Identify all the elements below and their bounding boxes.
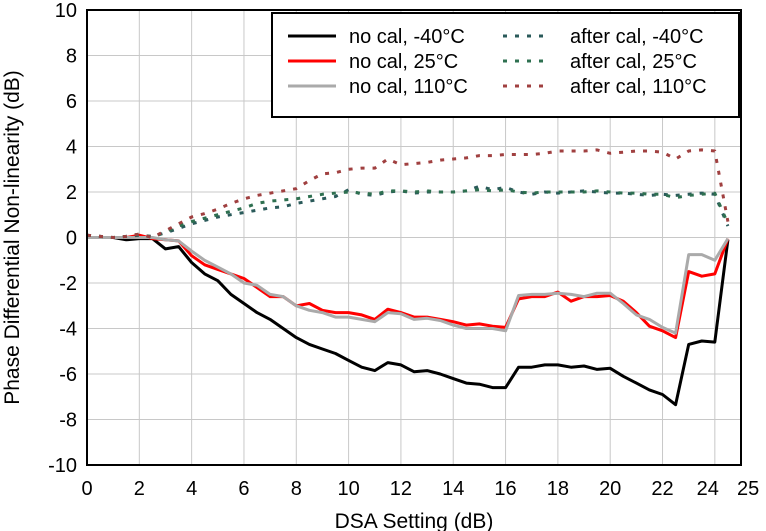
x-tick-label: 4: [186, 478, 197, 500]
legend-label-4: after cal, 25°C: [570, 51, 697, 73]
x-axis-title: DSA Setting (dB): [335, 510, 494, 531]
y-tick-label: -2: [59, 273, 77, 295]
y-tick-label: -4: [59, 319, 77, 341]
y-tick-label: 4: [66, 137, 77, 159]
y-tick-label: 6: [66, 91, 77, 113]
y-tick-label: -8: [59, 410, 77, 432]
y-tick-label: 0: [66, 228, 77, 250]
x-tick-label: 24: [697, 478, 719, 500]
legend-box: [271, 12, 740, 118]
legend-label-1: no cal, 25°C: [349, 51, 458, 73]
legend-label-5: after cal, 110°C: [570, 76, 707, 98]
series-line-2: [87, 236, 730, 335]
x-tick-label: 22: [651, 478, 673, 500]
series-line-4: [86, 188, 730, 239]
x-tick-label: 6: [238, 478, 249, 500]
legend: no cal, -40°C no cal, 25°C no cal, 110°C af…: [271, 12, 740, 118]
x-tick-label: 8: [291, 478, 302, 500]
x-tick-label: 20: [599, 478, 621, 500]
y-axis-title: Phase Differential Non-linearity (dB): [1, 70, 24, 405]
x-tick-label: 14: [442, 478, 464, 500]
legend-label-3: after cal, -40°C: [570, 26, 704, 48]
series-lines: [86, 148, 730, 407]
y-tick-label: -10: [48, 455, 77, 477]
x-tick-label: 2: [134, 478, 145, 500]
x-tick-label: 0: [81, 478, 92, 500]
x-tick-label: 16: [494, 478, 516, 500]
series-line-0: [87, 236, 730, 407]
x-axis-ticks: 0 2 4 6 8 10 12 14 16 18 20 22 24 25: [81, 478, 759, 500]
y-tick-label: 10: [55, 0, 77, 22]
y-tick-label: 8: [66, 46, 77, 68]
y-tick-label: 2: [66, 182, 77, 204]
legend-label-0: no cal, -40°C: [349, 26, 465, 48]
x-tick-label: 12: [390, 478, 412, 500]
x-tick-label: 10: [337, 478, 359, 500]
legend-label-2: no cal, 110°C: [349, 76, 468, 98]
y-tick-label: -6: [59, 364, 77, 386]
y-axis-ticks: -10 -8 -6 -4 -2 0 2 4 6 8 10: [48, 0, 77, 477]
plot-frame: [86, 9, 742, 466]
series-line-3: [86, 184, 730, 239]
x-tick-label: 25: [737, 478, 759, 500]
x-tick-label: 18: [547, 478, 569, 500]
series-line-5: [86, 148, 730, 239]
